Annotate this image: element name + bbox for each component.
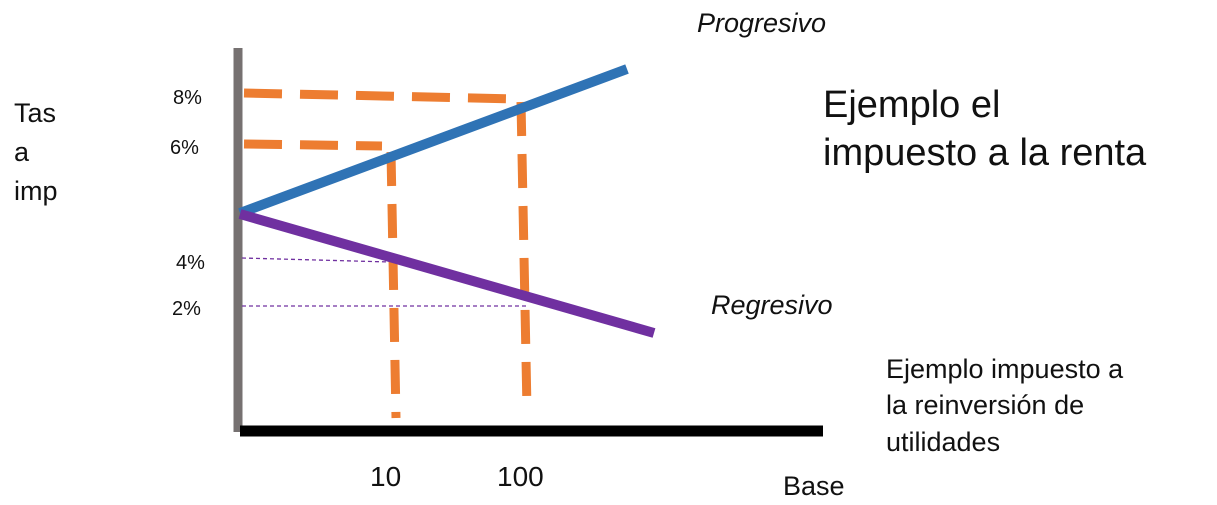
y-axis-label: Tas a imp [14, 94, 58, 211]
progressive-note-line: impuesto a la renta [823, 131, 1147, 174]
y-tick-2: 2% [172, 298, 201, 320]
regressive-note-line: Ejemplo impuesto a [886, 354, 1124, 384]
progressive-note-line: Ejemplo el [823, 84, 1001, 126]
y-axis-label-line: imp [14, 176, 58, 207]
regressive-note: Ejemplo impuesto a la reinversión de uti… [886, 351, 1123, 460]
y-tick-8: 8% [173, 87, 202, 109]
y-axis-label-line: Tas [14, 98, 57, 128]
guide-8pct [243, 88, 521, 104]
y-tick-4: 4% [176, 252, 205, 274]
y-tick-6: 6% [170, 137, 199, 159]
regressive-label: Regresivo [711, 290, 833, 320]
progressive-label: Progresivo [697, 8, 827, 38]
guide-4pct [241, 257, 391, 263]
guide-6pct [243, 139, 383, 151]
regressive-note-line: la reinversión de [886, 390, 1085, 421]
regressive-line [238, 209, 656, 338]
progressive-note: Ejemplo el impuesto a la renta [823, 82, 1146, 177]
x-tick-10: 10 [370, 461, 402, 492]
regressive-note-line: utilidades [886, 426, 1001, 457]
guide-vertical-10 [386, 151, 401, 419]
guide-vertical-100 [516, 101, 532, 411]
progressive-line [238, 64, 629, 218]
x-axis-label: Base [783, 471, 845, 501]
y-axis-label-line: a [14, 137, 30, 168]
x-tick-100: 100 [497, 461, 544, 492]
